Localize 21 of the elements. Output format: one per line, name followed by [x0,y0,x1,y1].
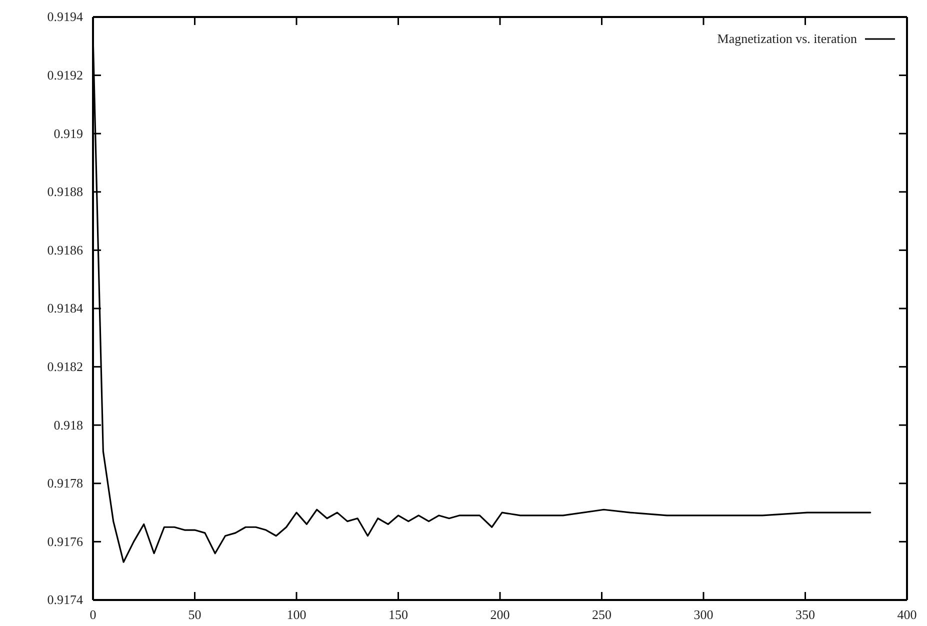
y-tick-label: 0.9176 [47,534,84,549]
y-tick-label: 0.918 [54,417,83,432]
x-tick-label: 200 [490,607,510,622]
legend-label: Magnetization vs. iteration [717,31,858,46]
y-tick-label: 0.9182 [47,358,83,374]
y-tick-label: 0.9174 [47,592,84,608]
x-tick-label: 350 [796,607,815,622]
y-tick-label: 0.9186 [47,242,84,258]
x-tick-label: 50 [188,607,202,622]
y-tick-label: 0.9184 [47,300,84,316]
y-tick-label: 0.9192 [47,67,83,82]
x-tick-label: 0 [90,607,96,622]
x-tick-label: 300 [694,607,714,622]
y-tick-label: 0.9188 [47,184,83,200]
y-tick-label: 0.9178 [47,476,83,491]
y-tick-label: 0.919 [54,126,83,141]
y-tick-label: 0.9194 [47,9,84,24]
x-tick-label: 400 [897,607,917,622]
x-tick-label: 100 [286,607,306,622]
x-tick-label: 250 [592,607,612,622]
x-tick-label: 150 [388,607,408,622]
